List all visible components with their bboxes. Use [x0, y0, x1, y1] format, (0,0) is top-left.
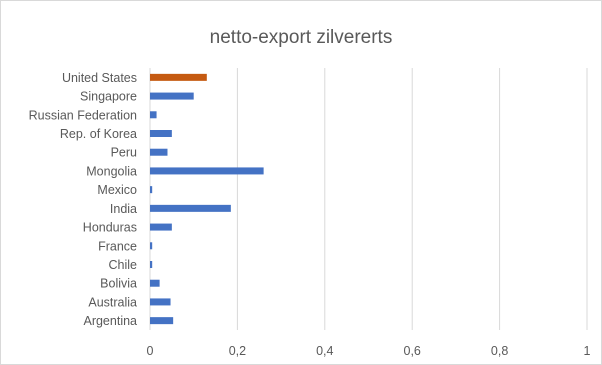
category-label: Bolivia: [100, 277, 137, 291]
category-label: Peru: [111, 146, 137, 160]
bar-argentina: [150, 317, 174, 325]
category-label: France: [98, 239, 137, 253]
category-label: Australia: [88, 295, 137, 309]
bar-honduras: [150, 223, 172, 231]
x-axis-tick-labels: 0 0,2 0,4 0,6 0,8 1: [147, 344, 591, 358]
category-label: India: [110, 202, 137, 216]
bar-rep-of-korea: [150, 130, 172, 137]
bar-france: [150, 242, 153, 250]
bar-chile: [150, 261, 153, 268]
x-tick-label: 0: [147, 344, 154, 358]
category-label: Singapore: [80, 90, 137, 104]
bar-russian-federation: [150, 111, 157, 119]
bar-united-states: [150, 73, 207, 81]
bar-mongolia: [150, 167, 264, 175]
bar-india: [150, 204, 231, 212]
category-label: Russian Federation: [29, 108, 137, 122]
category-label: Honduras: [83, 221, 137, 235]
x-tick-label: 0,8: [491, 344, 508, 358]
x-tick-label: 1: [584, 344, 591, 358]
category-label: Argentina: [83, 314, 137, 328]
category-label: Mexico: [97, 183, 137, 197]
bars: [150, 73, 264, 325]
category-label: Rep. of Korea: [60, 127, 137, 141]
category-label: Mongolia: [86, 164, 137, 178]
bar-mexico: [150, 186, 153, 194]
bar-peru: [150, 148, 168, 156]
bar-australia: [150, 298, 171, 306]
x-tick-label: 0,2: [229, 344, 246, 358]
x-tick-label: 0,6: [404, 344, 421, 358]
gridlines: [149, 68, 588, 330]
bar-bolivia: [150, 279, 160, 287]
chart-title: netto-export zilvererts: [210, 27, 393, 48]
x-tick-label: 0,4: [316, 344, 333, 358]
bar-singapore: [150, 92, 194, 100]
category-label: Chile: [109, 258, 138, 272]
category-label: United States: [62, 71, 137, 85]
category-labels: United States Singapore Russian Federation…: [29, 71, 137, 328]
